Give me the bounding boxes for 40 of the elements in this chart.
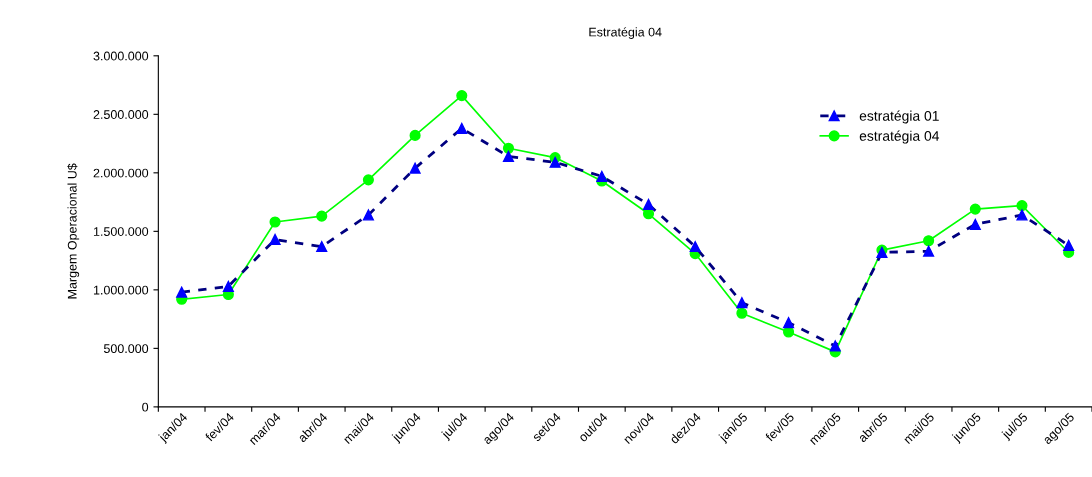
point [923, 235, 935, 247]
point [362, 174, 374, 186]
point [409, 162, 421, 174]
point [736, 297, 748, 309]
point [596, 170, 608, 182]
point [456, 90, 468, 102]
point [269, 216, 281, 228]
point [222, 280, 234, 292]
point [689, 241, 701, 253]
y-tick-label: 1.000.000 [93, 285, 149, 295]
y-axis-title: Margem Operacional U$ [67, 163, 80, 299]
point [456, 122, 468, 134]
point [362, 209, 374, 221]
point [829, 340, 841, 352]
y-tick-label: 2.000.000 [93, 168, 149, 178]
y-tick-label: 2.500.000 [93, 110, 149, 119]
y-tick-label: 0 [142, 402, 149, 412]
point [1016, 209, 1028, 221]
point [736, 307, 748, 319]
legend-label: estratégia 01 [859, 110, 939, 124]
point [923, 245, 935, 257]
point [642, 198, 655, 210]
point [549, 156, 561, 168]
point [1063, 239, 1075, 251]
point [1016, 200, 1028, 212]
y-tick-label: 500.000 [103, 344, 149, 354]
point [176, 286, 188, 298]
point [783, 317, 795, 329]
point [316, 210, 328, 222]
point [502, 142, 515, 154]
point [502, 150, 515, 163]
point [969, 203, 981, 215]
point [969, 218, 981, 230]
point [409, 129, 421, 141]
y-tick-label: 3.000.000 [93, 51, 149, 61]
point [269, 233, 281, 246]
y-tick-label: 1.500.000 [93, 227, 149, 236]
point [316, 241, 328, 253]
chart-title: Estratégia 04 [589, 27, 662, 39]
legend-label: estratégia 04 [859, 130, 940, 144]
